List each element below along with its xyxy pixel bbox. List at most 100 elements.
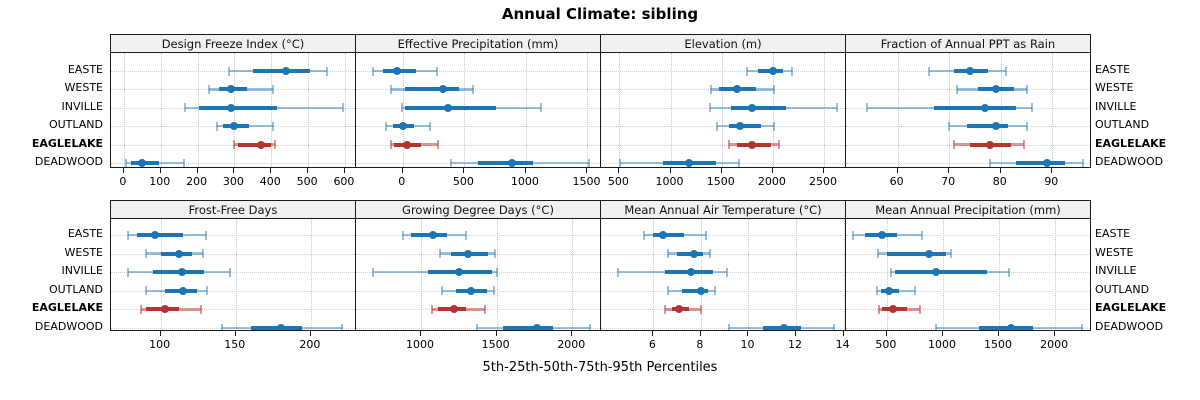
station-label: EAGLELAKE <box>1095 301 1167 315</box>
chart-title: Annual Climate: sibling <box>501 5 699 23</box>
axis-tick <box>524 168 526 173</box>
station-label: DEADWOOD <box>1095 320 1164 333</box>
whisker-cap-low <box>438 249 441 259</box>
median-dot <box>675 305 684 314</box>
whisker-cap-high <box>777 140 780 150</box>
axis-tick-label: 1000 <box>510 175 539 188</box>
whisker-cap-low <box>927 66 930 76</box>
station-label: EASTE <box>67 227 103 240</box>
horizontal-gridline <box>601 309 845 311</box>
axis-tick <box>307 168 309 173</box>
whisker-cap-high <box>483 304 486 314</box>
axis-tick-label: 2000 <box>1040 338 1069 351</box>
panel <box>845 218 1091 331</box>
median-dot <box>429 231 438 239</box>
whisker-cap-low <box>664 304 667 314</box>
whisker-cap-high <box>1025 84 1028 94</box>
interquartile-bar <box>250 326 302 330</box>
axis-tick <box>159 168 161 173</box>
vertical-gridline <box>748 219 750 330</box>
axis-tick <box>401 168 403 173</box>
horizontal-gridline <box>846 290 1090 292</box>
median-dot <box>991 122 1000 131</box>
median-dot <box>986 140 995 149</box>
axis-tick <box>343 168 345 173</box>
horizontal-gridline <box>111 290 355 292</box>
axis-tick <box>941 331 943 336</box>
whisker-cap-low <box>183 103 186 113</box>
median-dot <box>748 103 757 112</box>
axis-tick <box>1054 331 1056 336</box>
whisker-cap-low <box>124 158 127 167</box>
whisker-cap-high <box>699 304 702 314</box>
panel-strip-title: Effective Precipitation (mm) <box>397 36 559 51</box>
axis-tick-label: 500 <box>607 175 629 188</box>
axis-tick-label: 10 <box>740 338 755 351</box>
horizontal-gridline <box>356 328 600 329</box>
median-dot <box>1006 324 1015 330</box>
median-dot <box>696 286 705 295</box>
whisker-cap-high <box>182 158 185 167</box>
whisker-cap-low <box>450 158 453 167</box>
median-dot <box>150 231 159 239</box>
panel-strip-title: Mean Annual Precipitation (mm) <box>875 202 1061 217</box>
whisker-cap-low <box>400 103 403 113</box>
panel-strip: Growing Degree Days (°C) <box>355 200 601 219</box>
interquartile-bar <box>405 87 459 92</box>
axis-tick-label: 200 <box>186 175 208 188</box>
whisker-cap-high <box>228 267 231 277</box>
horizontal-gridline <box>111 71 355 72</box>
vertical-gridline <box>796 219 798 330</box>
median-dot <box>174 249 183 258</box>
panel-strip: Effective Precipitation (mm) <box>355 34 601 53</box>
median-dot <box>884 286 893 295</box>
median-dot <box>684 159 693 167</box>
vertical-gridline <box>1055 219 1057 330</box>
station-label: EASTE <box>1095 227 1131 240</box>
axis-tick <box>771 168 773 173</box>
whisker-cap-high <box>492 286 495 296</box>
vertical-gridline <box>700 219 702 330</box>
whisker-cap-low <box>716 121 719 131</box>
whisker-cap-high <box>587 158 590 167</box>
whisker-cap-high <box>714 286 717 296</box>
panel-strip: Mean Annual Precipitation (mm) <box>845 200 1091 219</box>
whisker-cap-high <box>325 66 328 76</box>
vertical-gridline <box>897 53 899 167</box>
whisker-cap-low <box>232 140 235 150</box>
whisker-cap-low <box>709 103 712 113</box>
axis-tick <box>618 168 620 173</box>
axis-tick-label: 2000 <box>557 338 586 351</box>
vertical-gridline <box>464 53 466 167</box>
whisker-cap-low <box>989 158 992 167</box>
median-dot <box>507 159 516 167</box>
whisker-cap-low <box>948 121 951 131</box>
station-label: EAGLELAKE <box>31 301 103 315</box>
axis-tick-label: 0 <box>119 175 127 188</box>
whisker-cap-low <box>372 267 375 277</box>
horizontal-gridline <box>356 126 600 128</box>
station-label: INVILLE <box>61 99 103 113</box>
station-label: WESTE <box>64 245 103 259</box>
whisker-cap-low <box>207 84 210 94</box>
median-dot <box>177 268 186 277</box>
whisker-cap-high <box>436 140 439 150</box>
whisker-cap-low <box>144 286 147 296</box>
interquartile-bar <box>477 161 533 165</box>
whisker-cap-low <box>140 304 143 314</box>
whisker-cap-high <box>704 230 707 240</box>
whisker-cap-high <box>1082 158 1085 167</box>
interquartile-bar <box>730 105 787 110</box>
panel <box>355 52 601 168</box>
whisker-cap-low <box>441 286 444 296</box>
axis-tick-label: 2500 <box>809 175 837 188</box>
station-label: WESTE <box>64 81 103 95</box>
vertical-gridline <box>344 53 346 167</box>
station-label: EASTE <box>67 63 103 76</box>
whisker-cap-high <box>200 304 203 314</box>
median-dot <box>454 268 463 277</box>
axis-tick-label: 600 <box>333 175 355 188</box>
whisker-cap-high <box>204 230 207 240</box>
whisker-cap-low <box>745 66 748 76</box>
whisker-cap-high <box>709 249 712 259</box>
